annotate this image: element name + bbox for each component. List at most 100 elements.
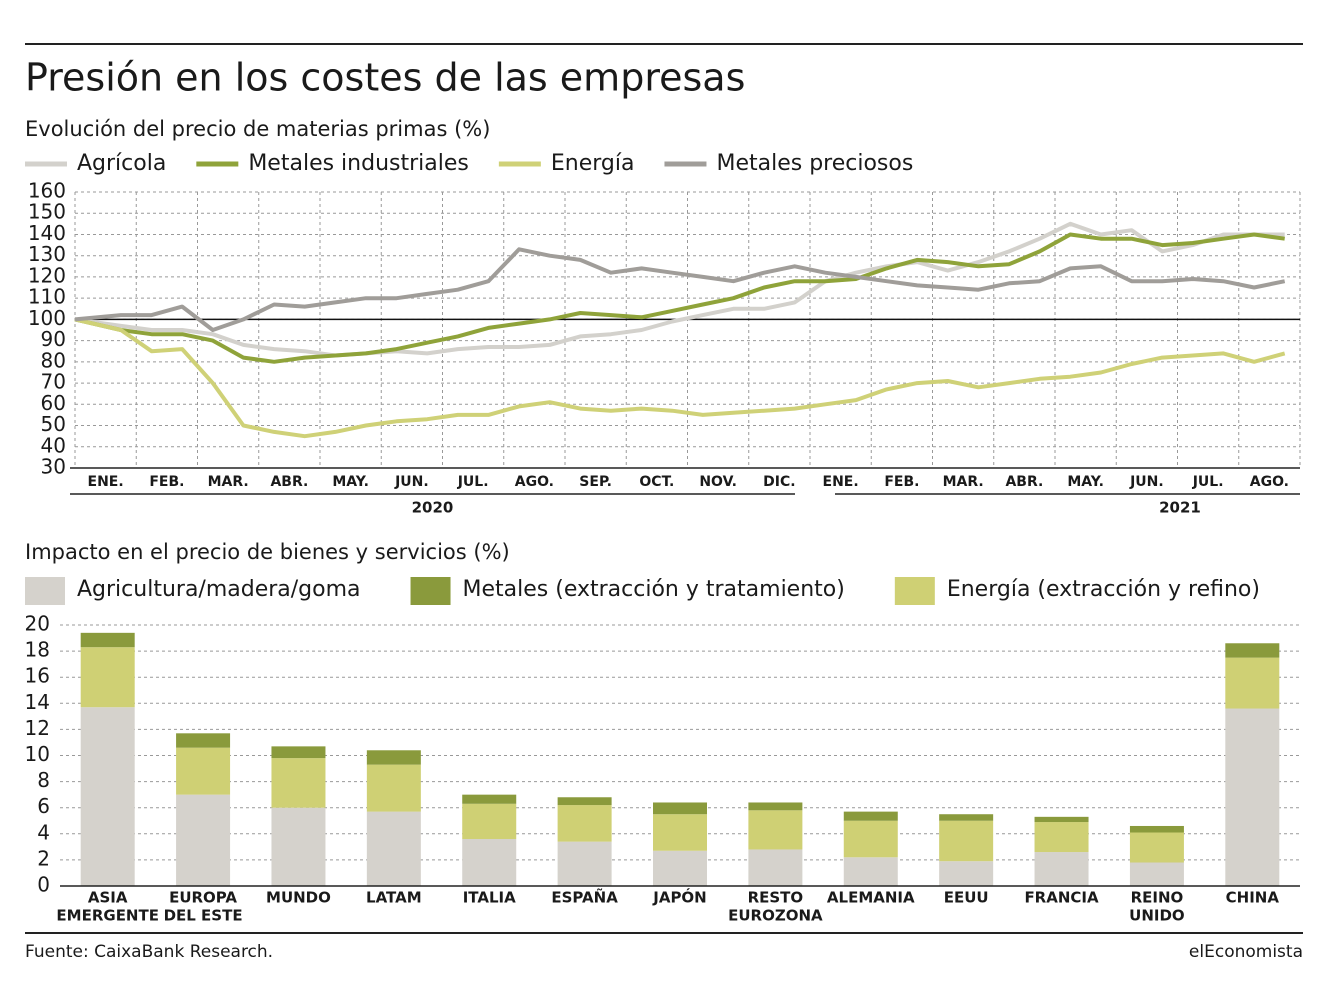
bar-segment	[1225, 657, 1280, 709]
bar-segment	[80, 632, 135, 648]
bar-segment	[1225, 708, 1280, 886]
bar-segment	[1129, 825, 1184, 833]
y-tick-label: 80	[41, 348, 66, 372]
x-tick-label: ASIA	[88, 889, 128, 907]
x-tick-label: EMERGENTE	[56, 907, 159, 925]
brand: elEconomista	[1189, 942, 1303, 962]
x-tick-label: AGO.	[1250, 474, 1289, 490]
series-line	[74, 221, 1285, 358]
bar-segment	[843, 857, 898, 886]
y-tick-label: 16	[25, 664, 50, 688]
x-tick-label: MUNDO	[266, 889, 331, 907]
x-tick-label: MAY.	[332, 474, 369, 490]
y-tick-label: 20	[25, 612, 50, 636]
bar-segment	[366, 764, 421, 812]
bar-segment	[748, 849, 803, 886]
bar-segment	[271, 758, 326, 808]
source: Fuente: CaixaBank Research.	[25, 942, 273, 962]
y-tick-label: 12	[25, 716, 50, 740]
bar-segment	[176, 733, 231, 748]
y-tick-label: 18	[25, 638, 50, 662]
x-tick-label: DEL ESTE	[164, 907, 243, 925]
bar-segment	[939, 820, 994, 862]
series-line	[74, 317, 1286, 439]
subtitle: Impacto en el precio de bienes y servici…	[25, 540, 510, 564]
y-tick-label: 110	[28, 285, 66, 309]
bar-segment	[653, 814, 707, 851]
legend-label: Metales industriales	[248, 151, 469, 176]
x-tick-label: CHINA	[1226, 889, 1280, 907]
y-tick-label: 100	[28, 306, 66, 330]
year-label: 2020	[412, 499, 454, 517]
bar-segment	[748, 802, 803, 811]
y-tick-label: 90	[41, 327, 66, 351]
x-tick-label: NOV.	[699, 474, 737, 490]
legend-label: Metales preciosos	[716, 151, 913, 176]
bar-segment	[557, 841, 612, 886]
x-tick-label: DIC.	[763, 474, 795, 490]
bar-segment	[939, 861, 994, 886]
x-tick-label: EEUU	[944, 889, 989, 907]
bar-segment	[653, 850, 707, 886]
legend-swatch	[894, 577, 935, 605]
y-tick-label: 30	[41, 455, 66, 479]
x-tick-label: MAR.	[208, 474, 249, 490]
x-tick-label: JUL.	[457, 474, 489, 490]
bar-segment	[1034, 822, 1089, 853]
subtitle: Evolución del precio de materias primas …	[25, 117, 490, 141]
legend-label: Metales (extracción y tratamiento)	[463, 577, 845, 602]
x-tick-label: FEB.	[149, 474, 184, 490]
x-tick-label: FRANCIA	[1024, 889, 1099, 907]
bar-segment	[462, 839, 517, 886]
y-tick-label: 4	[37, 820, 50, 844]
y-tick-label: 50	[41, 412, 66, 436]
bar-segment	[1129, 832, 1184, 863]
series-line	[74, 232, 1285, 364]
bar-segment	[271, 807, 326, 886]
bar-segment	[366, 811, 421, 886]
x-tick-label: ENE.	[88, 474, 124, 490]
bar-segment	[271, 746, 326, 759]
bar-segment	[1034, 816, 1089, 823]
legend-label: Energía	[551, 151, 635, 176]
y-tick-label: 2	[37, 846, 50, 870]
x-tick-label: JUN.	[1129, 474, 1164, 490]
y-tick-label: 14	[25, 690, 50, 714]
bar-segment	[80, 647, 135, 708]
y-tick-label: 160	[28, 179, 66, 203]
bar-segment	[939, 814, 994, 821]
bar-segment	[1034, 852, 1089, 886]
x-tick-label: ESPAÑA	[551, 888, 618, 907]
bar-segment	[557, 805, 612, 842]
legend-label: Agricultura/madera/goma	[77, 577, 361, 602]
bar-segment	[1225, 643, 1280, 658]
y-tick-label: 10	[25, 742, 50, 766]
bar-segment	[1129, 862, 1184, 886]
y-tick-label: 150	[28, 200, 66, 224]
y-tick-label: 8	[37, 768, 50, 792]
bar-segment	[80, 707, 135, 886]
x-tick-label: JUN.	[394, 474, 429, 490]
x-tick-label: ITALIA	[463, 889, 516, 907]
bar-segment	[462, 794, 517, 804]
x-tick-label: OCT.	[639, 474, 674, 490]
x-tick-label: ALEMANIA	[827, 889, 915, 907]
y-tick-label: 130	[28, 242, 66, 266]
bar-segment	[176, 747, 231, 795]
x-tick-label: UNIDO	[1129, 907, 1185, 925]
bar-segment	[366, 750, 421, 765]
x-tick-label: ABR.	[270, 474, 308, 490]
bar-segment	[748, 810, 803, 850]
x-tick-label: MAY.	[1067, 474, 1104, 490]
legend-swatch	[25, 577, 65, 605]
y-tick-label: 70	[41, 370, 66, 394]
y-tick-label: 60	[41, 391, 66, 415]
bar-segment	[176, 794, 231, 886]
series-line	[74, 247, 1286, 332]
x-tick-label: REINO	[1131, 889, 1184, 907]
x-tick-label: FEB.	[884, 474, 919, 490]
y-tick-label: 40	[41, 433, 66, 457]
x-tick-label: MAR.	[943, 474, 984, 490]
y-tick-label: 120	[28, 263, 66, 287]
